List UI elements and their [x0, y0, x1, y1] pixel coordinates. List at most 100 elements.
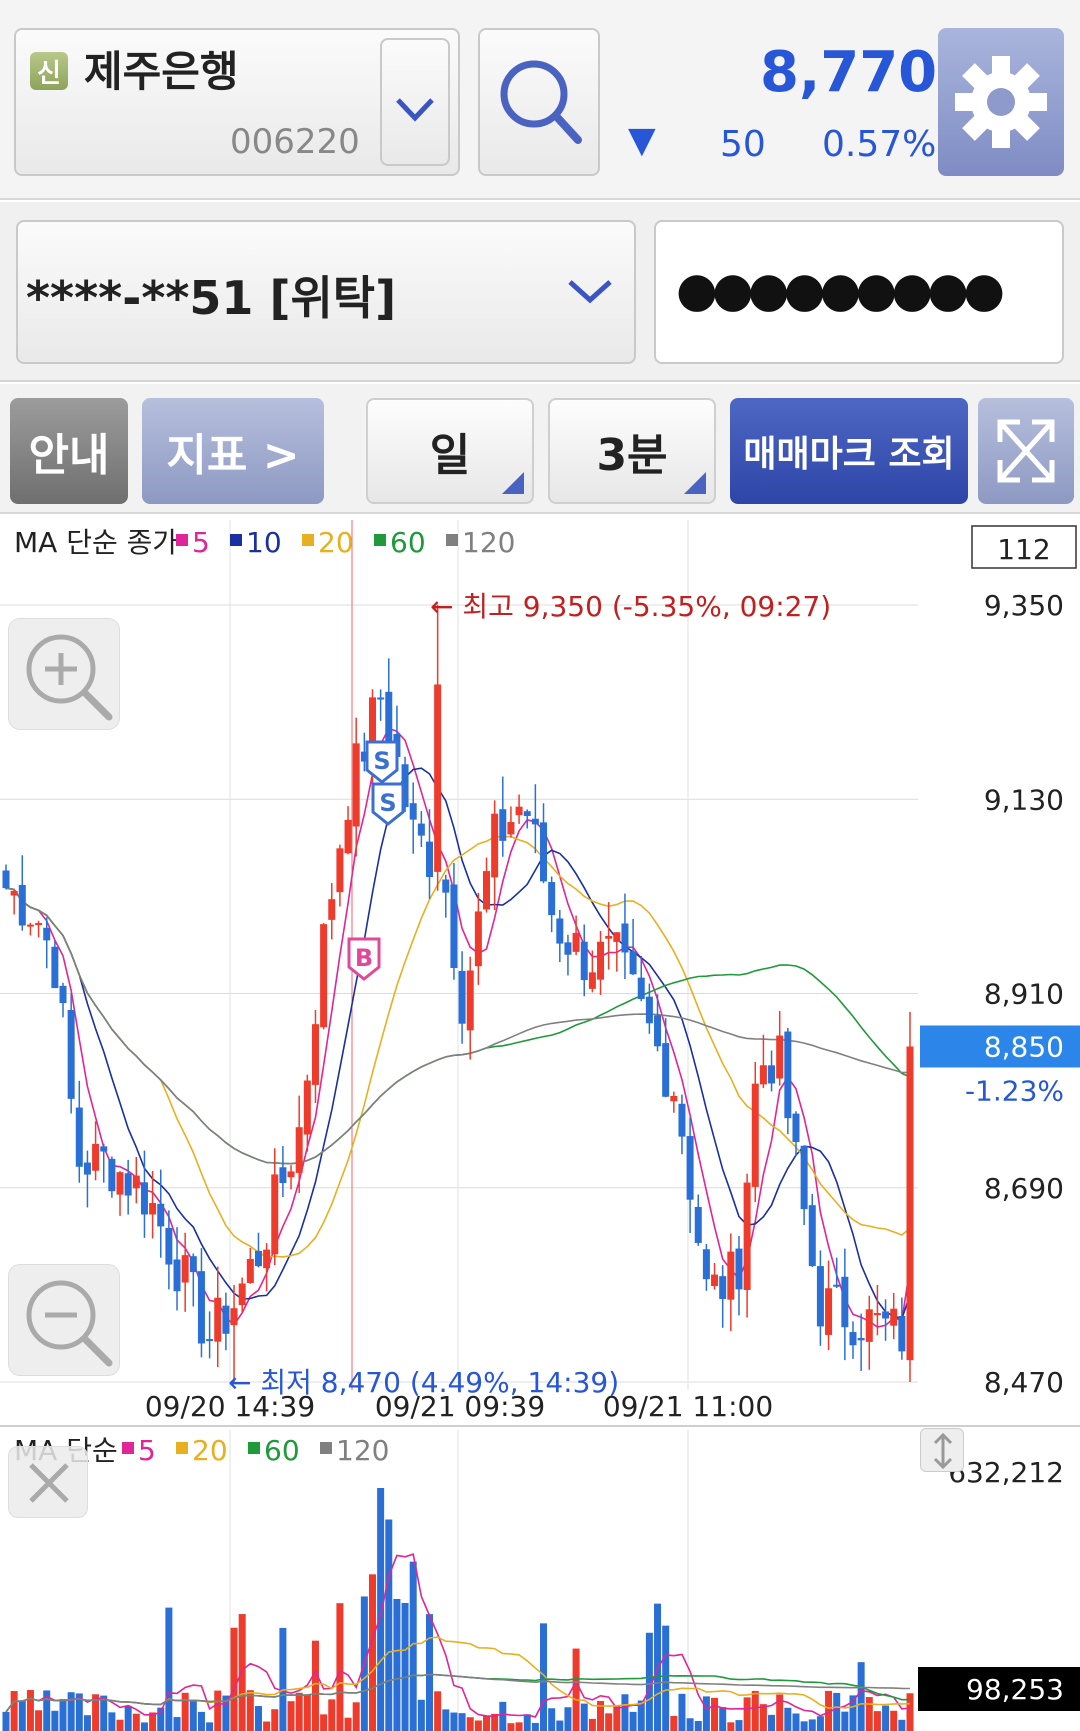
stock-name: 제주은행 — [84, 47, 239, 96]
close-volume-button[interactable] — [8, 1446, 88, 1518]
volume-bar — [393, 1598, 401, 1731]
candle-body — [548, 882, 556, 916]
candle-body — [124, 1173, 132, 1196]
volume-bar — [751, 1690, 759, 1731]
candle-body — [849, 1332, 857, 1346]
moving-average-lines — [5, 727, 911, 1328]
x-tick-label: 09/21 09:39 — [375, 1390, 545, 1423]
y-tick-label: 9,350 — [984, 589, 1064, 622]
candle-body — [873, 1313, 881, 1316]
volume-bar — [890, 1710, 898, 1731]
account-selector[interactable] — [16, 220, 636, 364]
current-pct-label: -1.23% — [965, 1074, 1064, 1107]
chart-grid — [0, 520, 1080, 1731]
period-select[interactable]: 일 — [366, 398, 534, 504]
guide-button[interactable]: 안내 — [10, 398, 128, 504]
candle-body — [637, 977, 645, 999]
volume-bar — [368, 1574, 376, 1731]
zoom-in-button[interactable] — [8, 618, 120, 730]
candle-body — [328, 899, 336, 920]
trade-marks: SS B — [347, 740, 405, 981]
high-annotation: ← 최고 9,350 (-5.35%, 09:27) — [430, 590, 831, 623]
x-axis: 09/20 14:39 09/21 09:39 09/21 11:00 — [145, 1390, 773, 1423]
fullscreen-button[interactable] — [978, 398, 1074, 504]
zoom-in-icon — [26, 634, 113, 721]
y-axis: 9,350 9,130 8,910 8,690 8,470 112 8,850 -1.23% 6… — [918, 525, 1080, 1711]
candle-body — [108, 1158, 116, 1192]
indicator-button[interactable]: 지표 > — [142, 398, 324, 504]
interval-select[interactable]: 3분 — [548, 398, 716, 504]
volume-bar — [10, 1691, 18, 1731]
volume-bar — [75, 1693, 83, 1731]
candle-body — [621, 923, 629, 953]
volume-bar — [181, 1692, 189, 1731]
volume-bar — [116, 1719, 124, 1731]
password-field[interactable] — [654, 220, 1064, 364]
candle-body — [768, 1065, 776, 1084]
legend-swatch — [230, 534, 242, 546]
volume-ma-lines — [5, 1553, 911, 1718]
volume-bar — [759, 1704, 767, 1731]
volume-current-label: 98,253 — [966, 1673, 1064, 1706]
volume-bar — [254, 1706, 262, 1731]
volume-current-tag — [918, 1667, 1080, 1711]
volume-bar — [425, 1614, 433, 1731]
trade-mark-letter: S — [379, 789, 396, 817]
ma-line-10 — [5, 767, 911, 1320]
trade-mark-badge — [347, 937, 381, 981]
search-icon — [500, 60, 582, 144]
candle-body — [499, 809, 507, 841]
volume-bar — [246, 1690, 254, 1731]
y-tick-label: 8,470 — [984, 1366, 1064, 1399]
legend-swatch — [302, 534, 314, 546]
trade-marks-button[interactable]: 매매마크 조회 — [730, 398, 968, 504]
candle-body — [417, 823, 425, 836]
candle-body — [890, 1308, 898, 1326]
resize-handle[interactable] — [920, 1428, 964, 1472]
candle-body — [434, 684, 442, 872]
zoom-out-button[interactable] — [8, 1264, 120, 1376]
volume-bar — [2, 1711, 10, 1731]
candle-body — [26, 924, 34, 927]
volume-bar — [540, 1623, 548, 1731]
candle-body — [279, 1167, 287, 1184]
candle-body — [214, 1297, 222, 1342]
volume-bar — [450, 1712, 458, 1731]
candle-body — [222, 1305, 230, 1334]
candle-body — [344, 819, 352, 854]
candles — [2, 605, 914, 1382]
candle-body — [483, 871, 491, 910]
candle-body — [719, 1276, 727, 1299]
credit-badge: 신 — [30, 52, 68, 90]
volume-bar — [833, 1692, 841, 1731]
volume-bar — [808, 1719, 816, 1731]
candle-count-box — [971, 525, 1077, 569]
volume-bar — [906, 1693, 914, 1731]
candle-body — [523, 811, 531, 817]
candle-body — [10, 890, 18, 896]
volume-bar — [238, 1614, 246, 1731]
volume-bar — [531, 1722, 539, 1731]
volume-bar — [140, 1722, 148, 1731]
settings-button[interactable] — [938, 28, 1064, 176]
candle-body — [808, 1205, 816, 1267]
candle-body — [425, 841, 433, 878]
candle-body — [572, 932, 580, 952]
candle-body — [360, 751, 368, 762]
volume-bar — [67, 1692, 75, 1731]
search-button[interactable] — [478, 28, 600, 176]
candle-body — [841, 1276, 849, 1328]
candle-body — [670, 1095, 678, 1102]
candle-body — [336, 848, 344, 893]
candle-body — [140, 1182, 148, 1215]
volume-bar — [230, 1627, 238, 1731]
volume-bar — [507, 1723, 515, 1731]
volume-bar — [597, 1700, 605, 1731]
candle-body — [597, 941, 605, 980]
candle-body — [287, 1171, 295, 1178]
volume-bar — [857, 1662, 865, 1731]
candle-body — [197, 1271, 205, 1344]
volume-bar — [784, 1707, 792, 1731]
stock-dropdown-button[interactable] — [380, 38, 450, 166]
